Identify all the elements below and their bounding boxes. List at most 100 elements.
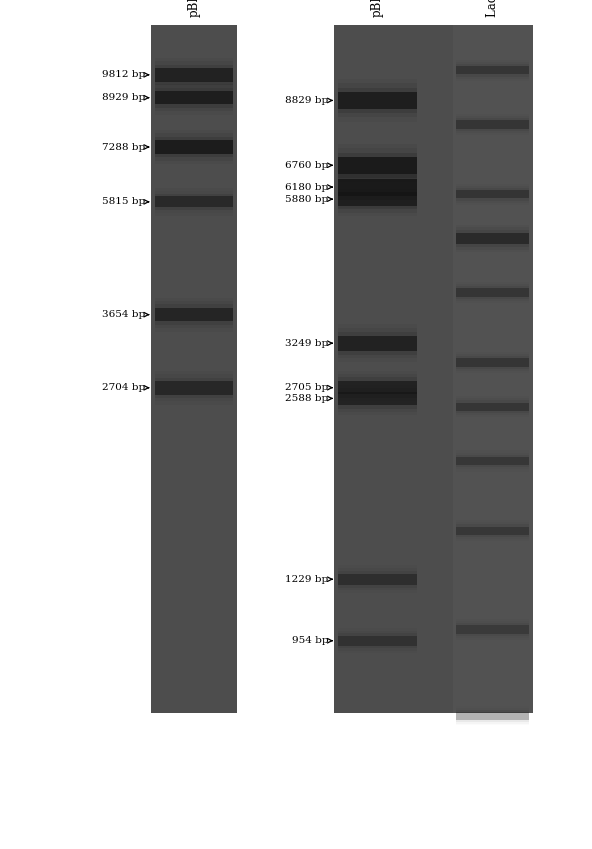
Bar [338,568,417,590]
Bar [338,166,417,208]
Text: 7288 bp: 7288 bp [102,143,145,151]
Bar [155,378,233,398]
Text: 9812 bp: 9812 bp [102,70,145,79]
Bar [338,144,417,187]
Bar [338,83,417,117]
Bar [151,25,237,713]
Bar [338,633,417,649]
Bar [456,114,529,135]
Bar [456,64,529,76]
Text: 8829 bp: 8829 bp [285,96,329,105]
Bar [155,371,233,405]
Text: 6180 bp: 6180 bp [285,183,329,192]
Bar [155,188,233,216]
Bar [456,183,529,205]
Bar [456,118,529,131]
Bar [456,450,529,471]
Text: 5880 bp: 5880 bp [285,194,329,204]
Bar [155,81,233,115]
Bar [338,335,417,351]
Bar [456,233,529,244]
Bar [338,92,417,109]
Bar [456,121,529,129]
Bar [338,183,417,216]
Bar [338,381,417,395]
Bar [338,371,417,405]
Bar [338,189,417,210]
Bar [338,79,417,121]
Bar [338,186,417,213]
Bar [456,282,529,303]
Bar [338,636,417,646]
Bar [338,571,417,588]
Bar [456,398,529,415]
Bar [456,62,529,79]
Bar [338,574,417,585]
Bar [456,190,529,199]
Bar [155,305,233,325]
Text: 3654 bp: 3654 bp [102,310,145,319]
Bar [155,84,233,111]
Bar [456,230,529,247]
Bar [338,193,417,206]
Bar [456,188,529,200]
Bar [456,619,529,640]
Bar [456,457,529,465]
Bar [155,196,233,207]
Bar [155,68,233,82]
Bar [456,453,529,469]
Bar [155,133,233,160]
Text: 1229 bp: 1229 bp [285,575,329,584]
Bar [456,454,529,467]
Bar [338,149,417,183]
Bar [155,137,233,157]
Text: 3249 bp: 3249 bp [285,339,329,348]
Bar [456,710,529,722]
Bar [456,520,529,542]
Bar [456,525,529,537]
Bar [338,332,417,355]
Bar [456,352,529,374]
Bar [456,358,529,367]
Bar [338,631,417,651]
Bar [456,712,529,720]
Bar [338,388,417,408]
Bar [338,328,417,358]
Bar [338,391,417,405]
Bar [456,289,529,297]
Bar [155,61,233,88]
Bar [338,174,417,200]
Bar [456,59,529,81]
Bar [338,153,417,178]
Bar [456,228,529,250]
Bar [338,178,417,195]
Bar [338,157,417,174]
Bar [155,301,233,329]
Bar [456,522,529,539]
Bar [155,140,233,154]
Bar [155,374,233,402]
Bar [456,625,529,633]
Bar [456,225,529,252]
Bar [338,628,417,654]
Bar [456,357,529,369]
Bar [338,381,417,415]
Bar [338,385,417,412]
Bar [338,565,417,593]
Bar [456,284,529,301]
Bar [155,87,233,108]
Bar [456,708,529,723]
Bar [155,58,233,92]
Text: 2704 bp: 2704 bp [102,383,145,392]
Text: Ladder 1: Ladder 1 [487,0,499,17]
Bar [338,374,417,402]
Bar [155,91,233,104]
Bar [456,623,529,636]
Bar [338,87,417,113]
Bar [456,526,529,535]
Text: 6760 bp: 6760 bp [285,160,329,170]
Bar [456,621,529,638]
Bar [155,65,233,85]
Bar [155,381,233,395]
Text: 2588 bp: 2588 bp [285,394,329,403]
